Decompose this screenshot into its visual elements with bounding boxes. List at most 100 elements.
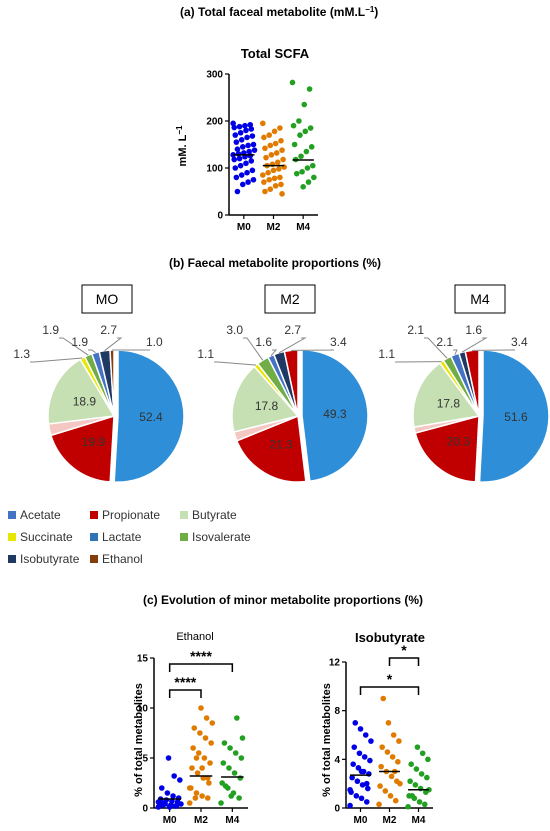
leader-line	[270, 349, 278, 357]
x-tick-label: M4	[296, 222, 310, 233]
legend-swatch	[8, 511, 16, 519]
pie-slice-label: 51.6	[504, 410, 528, 424]
pie-slice	[301, 349, 369, 483]
data-point	[362, 732, 369, 738]
data-point	[243, 127, 249, 134]
y-tick-label: 0	[334, 804, 340, 815]
title-b: (b) Faecal metabolite proportions (%)	[169, 256, 381, 270]
data-point	[311, 174, 317, 181]
pie-slice	[414, 415, 480, 483]
data-point	[172, 803, 179, 809]
data-point	[396, 738, 402, 744]
data-point	[409, 793, 416, 799]
data-point	[245, 179, 251, 185]
data-point	[242, 122, 248, 129]
data-point	[230, 120, 236, 127]
data-point	[279, 191, 285, 197]
scfa-title: Total SCFA	[241, 46, 310, 61]
data-point	[358, 768, 365, 775]
x-tick-label: M4	[412, 815, 426, 826]
legend-item: Ethanol	[90, 552, 143, 566]
pie-m2: 49.3 21.3 17.8 1.1 3.0 1.6 2.7 3.4	[197, 323, 369, 483]
data-point	[260, 172, 266, 178]
data-point	[309, 162, 316, 169]
data-point	[272, 140, 279, 147]
pie-slice	[412, 361, 481, 428]
data-point	[347, 786, 353, 793]
pie-slice-label: 3.4	[330, 335, 347, 349]
legend-item: Acetate	[8, 508, 61, 522]
data-point	[231, 124, 238, 131]
legend-swatch	[90, 533, 98, 541]
data-point	[361, 754, 368, 760]
data-point	[265, 169, 271, 176]
ethanol-ylabel: % of total metabolites	[133, 683, 145, 797]
legend-label: Isobutyrate	[20, 552, 80, 566]
data-point	[354, 778, 361, 785]
leader-line	[424, 337, 448, 359]
data-point	[199, 765, 205, 771]
data-point	[227, 745, 233, 751]
legend-swatch	[90, 555, 98, 563]
pie-charts: 52.4 19.9 18.9 1.3 1.9 1.9 2.7 1.0 49.3 21.3 17.8 1…	[13, 323, 550, 483]
data-point	[418, 771, 425, 777]
data-point	[279, 147, 285, 153]
data-point	[226, 765, 232, 771]
data-point	[239, 144, 246, 150]
data-point	[385, 720, 392, 726]
significance-label: *	[387, 671, 393, 687]
y-tick-label: 5	[142, 754, 148, 765]
data-point	[387, 793, 394, 799]
data-point	[218, 800, 224, 806]
data-point	[353, 793, 360, 799]
legend-swatch	[8, 533, 16, 541]
data-point	[186, 785, 193, 791]
data-point	[193, 755, 200, 761]
leader-line	[453, 349, 458, 355]
data-point	[305, 179, 312, 185]
leader-line	[104, 337, 123, 352]
data-point	[278, 137, 284, 144]
data-point	[349, 774, 355, 781]
x-tick-label: M2	[383, 815, 397, 826]
data-point	[198, 705, 204, 711]
data-point	[262, 145, 268, 152]
data-point	[161, 800, 167, 806]
data-point	[233, 139, 240, 145]
data-point	[239, 181, 246, 188]
data-point	[250, 141, 257, 148]
data-point	[244, 134, 250, 141]
data-point	[278, 181, 284, 188]
data-point	[231, 770, 238, 776]
leader-line	[278, 337, 307, 354]
pie-slice-label: 19.9	[82, 435, 106, 449]
isobutyrate-ylabel: % of total metabolites	[321, 683, 333, 797]
data-point	[249, 133, 256, 139]
data-point	[250, 176, 257, 183]
data-point	[244, 169, 250, 176]
data-point	[248, 126, 255, 132]
data-point	[425, 756, 431, 763]
data-point	[412, 782, 419, 788]
y-tick-label: 10	[137, 704, 149, 715]
significance-label: *	[401, 642, 407, 658]
data-point	[363, 780, 370, 787]
data-point	[390, 732, 397, 738]
data-point	[368, 738, 374, 744]
data-point	[266, 176, 273, 183]
pie-mo: 52.4 19.9 18.9 1.3 1.9 1.9 2.7 1.0	[13, 323, 185, 483]
data-point	[220, 760, 227, 766]
data-point	[248, 158, 255, 164]
data-point	[260, 120, 266, 127]
ethanol-chart: Ethanol % of total metabolites 0 5 10 15 M0 M…	[133, 631, 248, 826]
significance-bracket	[168, 689, 202, 698]
data-point	[175, 795, 182, 801]
title-c: (c) Evolution of minor metabolite propor…	[143, 593, 423, 607]
x-tick-label: M4	[225, 815, 239, 826]
data-point	[271, 175, 278, 182]
legend-label: Succinate	[20, 530, 73, 544]
data-point	[358, 795, 365, 802]
data-point	[191, 725, 198, 731]
ethanol-title: Ethanol	[176, 631, 213, 643]
